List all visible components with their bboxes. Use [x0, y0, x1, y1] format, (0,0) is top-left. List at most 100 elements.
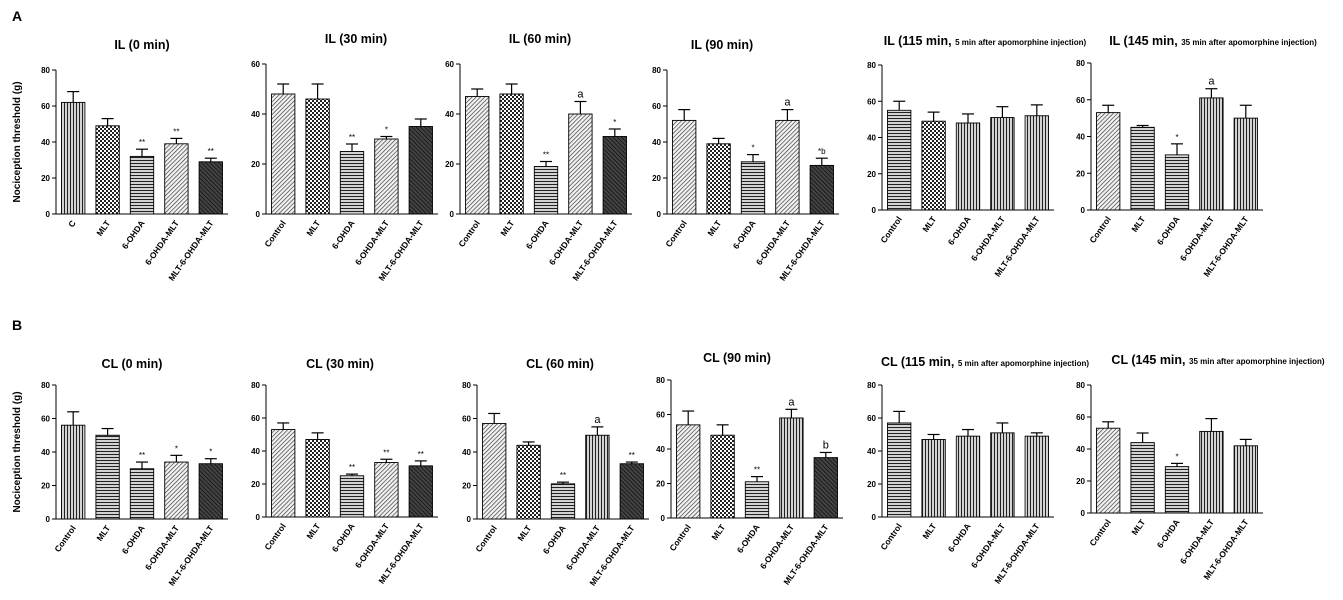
x-tick-label-cat-6ohda-mlt: 6-OHDA-MLT	[758, 522, 797, 571]
significance-label: **	[629, 451, 635, 460]
y-tick-label: 20	[251, 480, 260, 489]
bar	[921, 439, 946, 518]
bar	[1096, 112, 1121, 211]
chart-title: CL (30 min)	[306, 357, 374, 371]
bar	[482, 423, 507, 520]
bar	[408, 126, 433, 215]
x-tick-label-cat-6ohda-mlt: 6-OHDA-MLT	[1178, 517, 1217, 566]
y-tick-label: 60	[251, 414, 260, 423]
x-tick-label-cat-6ohda: 6-OHDA	[120, 218, 147, 250]
chart-title-main: IL (60 min)	[509, 32, 571, 46]
y-tick-label: 80	[251, 381, 260, 390]
x-tick-label-cat-mlt: MLT	[498, 218, 516, 238]
x-tick-label-cat-mlt: MLT	[1129, 517, 1147, 537]
y-tick-label: 60	[445, 60, 454, 69]
x-tick-label-cat-6ohda: 6-OHDA	[946, 214, 973, 246]
significance-label: **	[349, 133, 355, 142]
x-tick-label-cat-mlt: MLT	[705, 218, 723, 238]
chart-title-main: CL (90 min)	[703, 351, 771, 365]
chart-title: CL (90 min)	[703, 351, 771, 365]
y-axis-label: Nociception threshold (g)	[12, 391, 23, 512]
y-tick-label: 60	[1076, 413, 1085, 422]
y-tick-label: 80	[867, 381, 876, 390]
x-tick-label-cat-mlt: MLT	[1129, 214, 1147, 234]
significance-label: *b	[818, 147, 826, 156]
chart-panel: CL (30 min) 0 20 40 60 80 Control MLT ** 6-OHDA **…	[251, 357, 438, 586]
bar	[740, 161, 766, 215]
chart-panel: CL (115 min, 5 min after apomorphine inj…	[867, 355, 1089, 586]
x-tick-label-cat-control: Control	[473, 523, 499, 553]
bar	[61, 101, 86, 215]
bar	[568, 113, 593, 215]
chart-title: IL (115 min, 5 min after apomorphine inj…	[884, 34, 1087, 48]
x-tick-label-cat-control: Control	[667, 522, 693, 552]
y-tick-label: 20	[652, 174, 661, 183]
chart-title-main: IL (145 min,	[1109, 34, 1181, 48]
y-tick-label: 60	[41, 102, 50, 111]
y-tick-label: 80	[41, 66, 50, 75]
bar	[1199, 430, 1224, 514]
bar	[809, 164, 834, 215]
significance-label: a	[1208, 76, 1215, 88]
chart-title: IL (0 min)	[114, 38, 169, 52]
chart-panel: IL (145 min, 35 min after apomorphine in…	[1076, 34, 1317, 279]
y-tick-label: 40	[867, 447, 876, 456]
bar	[744, 481, 770, 519]
significance-label: *	[751, 144, 754, 153]
chart-title-main: IL (90 min)	[691, 38, 753, 52]
bar	[1233, 445, 1258, 514]
chart-title-main: CL (0 min)	[102, 357, 163, 371]
y-tick-label: 60	[41, 415, 50, 424]
bar	[95, 434, 120, 520]
y-tick-label: 40	[251, 447, 260, 456]
bar	[706, 143, 731, 215]
chart-panel: IL (60 min) 0 20 40 60 Control MLT ** 6-OHDA a 6-O…	[445, 32, 632, 283]
y-tick-label: 0	[661, 514, 666, 523]
bar	[465, 96, 490, 215]
x-tick-label-cat-6ohda-mlt: 6-OHDA-MLT	[969, 521, 1008, 570]
significance-label: **	[418, 450, 424, 459]
x-tick-label-cat-6ohda: 6-OHDA	[1155, 214, 1182, 246]
significance-label: *	[385, 126, 388, 135]
y-tick-label: 80	[656, 376, 665, 385]
y-tick-label: 0	[256, 513, 261, 522]
bar	[305, 439, 330, 518]
bar	[516, 444, 541, 520]
bar	[271, 93, 296, 215]
x-tick-label-cat-control: Control	[262, 521, 288, 551]
bar	[164, 143, 189, 215]
x-tick-label-cat-6ohda-mlt: 6-OHDA-MLT	[143, 523, 182, 572]
significance-label: *	[1175, 133, 1178, 142]
bar	[775, 119, 800, 215]
bar	[955, 435, 981, 518]
y-tick-label: 0	[467, 515, 472, 524]
chart-title-main: CL (115 min,	[881, 355, 958, 369]
chart-title: IL (145 min, 35 min after apomorphine in…	[1109, 34, 1317, 48]
significance-label: a	[788, 396, 795, 408]
charts-group: IL (0 min) 0 20 40 60 80 Nociception threshold…	[12, 32, 1325, 588]
bar	[990, 432, 1015, 518]
x-tick-label-cat-control: Control	[262, 218, 288, 248]
panel-label-b: B	[12, 317, 22, 333]
bar	[1130, 126, 1155, 211]
y-tick-label: 40	[445, 110, 454, 119]
y-tick-label: 0	[657, 210, 662, 219]
significance-label: **	[139, 138, 145, 147]
chart-panel: IL (30 min) 0 20 40 60 Control MLT ** 6-OHDA * 6-O…	[251, 32, 438, 283]
significance-label: a	[784, 97, 791, 109]
y-tick-label: 20	[867, 170, 876, 179]
x-tick-label-cat-6ohda: 6-OHDA	[1155, 517, 1182, 549]
bar	[198, 161, 223, 215]
bar	[990, 117, 1015, 211]
y-tick-label: 80	[1076, 381, 1085, 390]
x-tick-label-cat-mlt: MLT	[94, 523, 112, 543]
x-tick-label-cat-c: C	[66, 218, 78, 229]
significance-label: **	[139, 451, 145, 460]
y-tick-label: 20	[41, 174, 50, 183]
chart-title: CL (0 min)	[102, 357, 163, 371]
x-tick-label-cat-control: Control	[52, 523, 78, 553]
y-tick-label: 0	[256, 210, 261, 219]
bar	[339, 151, 365, 215]
x-tick-label-cat-6ohda: 6-OHDA	[120, 523, 147, 555]
chart-title: IL (60 min)	[509, 32, 571, 46]
